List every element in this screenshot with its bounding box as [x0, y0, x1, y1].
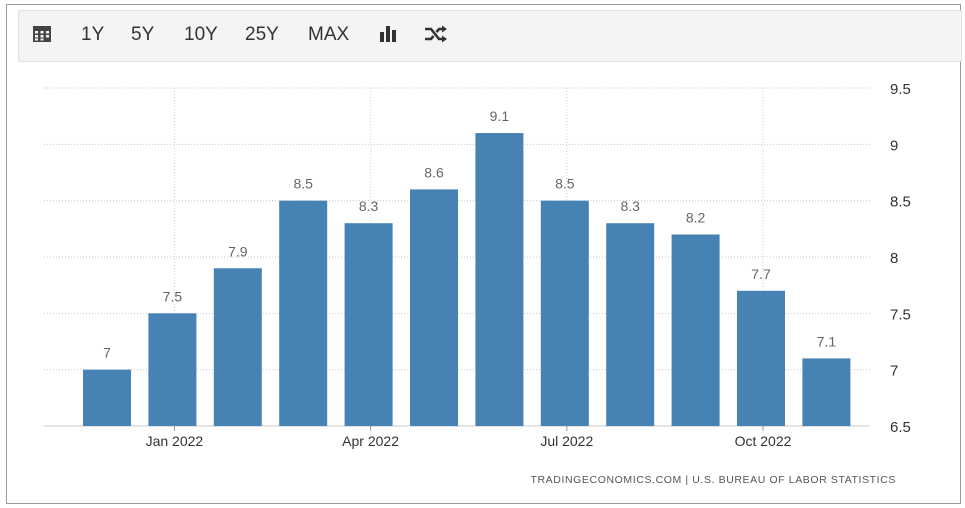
data-label: 7.7	[751, 266, 771, 282]
data-label: 7.1	[817, 333, 837, 349]
data-label: 8.3	[359, 198, 379, 214]
range-max-button[interactable]: MAX	[308, 24, 350, 45]
calendar-icon[interactable]	[32, 24, 52, 49]
chart-toolbar: 1Y 5Y 10Y 25Y MAX	[18, 10, 962, 62]
y-tick-label: 9	[890, 137, 898, 154]
range-25y-button[interactable]: 25Y	[245, 24, 279, 45]
data-label: 8.6	[424, 164, 444, 180]
bar-chart-icon[interactable]	[379, 25, 399, 48]
bar[interactable]	[606, 223, 655, 426]
bar[interactable]	[83, 369, 131, 426]
y-tick-label: 8.5	[890, 194, 911, 211]
data-label: 7	[103, 345, 111, 361]
data-label: 8.3	[620, 198, 640, 214]
range-10y-button[interactable]: 10Y	[184, 24, 218, 45]
bar[interactable]	[671, 234, 720, 426]
bar[interactable]	[410, 189, 458, 426]
y-tick-label: 8	[890, 250, 898, 267]
data-label: 8.5	[293, 176, 313, 192]
shuffle-icon[interactable]	[424, 25, 448, 48]
y-tick-label: 6.5	[890, 419, 911, 436]
bar[interactable]	[213, 268, 262, 426]
bar[interactable]	[344, 223, 393, 426]
x-tick-label: Jan 2022	[146, 433, 204, 449]
bar[interactable]	[279, 200, 328, 426]
bar[interactable]	[475, 133, 524, 427]
data-label: 8.5	[555, 176, 575, 192]
source-attribution: TRADINGECONOMICS.COM | U.S. BUREAU OF LA…	[530, 474, 896, 486]
y-tick-label: 7.5	[890, 306, 911, 323]
x-tick-label: Jul 2022	[540, 433, 593, 449]
data-label: 8.2	[686, 209, 706, 225]
range-1y-button[interactable]: 1Y	[81, 24, 105, 45]
x-tick-label: Apr 2022	[342, 433, 399, 449]
data-label: 7.9	[228, 243, 248, 259]
bar[interactable]	[148, 313, 197, 426]
x-tick-label: Oct 2022	[735, 433, 792, 449]
bar[interactable]	[802, 358, 851, 426]
bar[interactable]	[540, 200, 589, 426]
data-label: 9.1	[490, 108, 510, 124]
y-tick-label: 7	[890, 363, 898, 380]
bar[interactable]	[737, 290, 785, 426]
range-5y-button[interactable]: 5Y	[131, 24, 155, 45]
y-tick-label: 9.5	[890, 81, 911, 98]
data-label: 7.5	[163, 288, 183, 304]
